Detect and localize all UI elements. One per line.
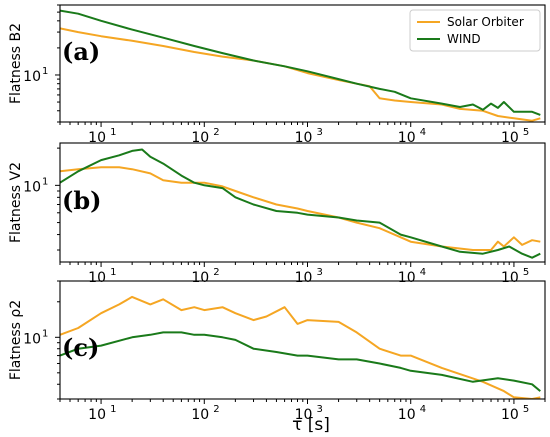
y-tick-label-exponent: 1 — [42, 176, 48, 187]
y-tick-label-exponent: 1 — [42, 328, 48, 339]
x-tick-label-exponent: 5 — [523, 127, 529, 138]
x-tick-label: 10 — [88, 130, 106, 146]
series-line-solar-orbiter — [60, 295, 541, 399]
panel-label: (a) — [62, 37, 100, 66]
legend-box — [409, 9, 541, 52]
x-tick-label-exponent: 2 — [213, 267, 219, 278]
y-tick-label: 10 — [23, 179, 41, 195]
x-tick-label: 10 — [501, 130, 519, 146]
x-tick-label: 10 — [398, 407, 416, 423]
y-axis-label: Flatness V2 — [8, 162, 24, 243]
x-tick-label-exponent: 2 — [213, 404, 219, 415]
x-tick-label: 10 — [191, 130, 209, 146]
x-tick-label: 10 — [88, 270, 106, 286]
x-tick-label-exponent: 4 — [420, 127, 426, 138]
x-tick-label-exponent: 1 — [110, 267, 116, 278]
x-tick-label-exponent: 4 — [420, 267, 426, 278]
series-line-wind — [60, 148, 541, 259]
series-line-solar-orbiter — [60, 166, 541, 251]
x-tick-label: 10 — [191, 270, 209, 286]
y-axis-label: Flatness ρ2 — [8, 300, 24, 380]
y-tick-label: 10 — [23, 331, 41, 347]
y-tick-label: 10 — [23, 69, 41, 85]
panel-label: (b) — [62, 186, 102, 215]
y-axis-label: Flatness B2 — [8, 23, 24, 104]
x-tick-label-exponent: 1 — [110, 127, 116, 138]
x-tick-label-exponent: 3 — [317, 404, 323, 415]
x-tick-label: 10 — [398, 270, 416, 286]
x-tick-label: 10 — [295, 407, 313, 423]
x-tick-label-exponent: 3 — [317, 127, 323, 138]
legend: Solar Orbiter WIND — [409, 9, 541, 52]
panel-label: (c) — [62, 333, 99, 362]
x-tick-label: 10 — [501, 270, 519, 286]
x-tick-label-exponent: 5 — [523, 404, 529, 415]
axes-frame — [59, 142, 546, 263]
x-tick-label: 10 — [191, 407, 209, 423]
x-tick-label-exponent: 2 — [213, 127, 219, 138]
x-tick-label: 10 — [295, 270, 313, 286]
legend-entry: WIND — [447, 32, 481, 46]
x-axis-label: τ [s] — [292, 415, 330, 435]
x-tick-label: 10 — [501, 407, 519, 423]
series-line-wind — [60, 331, 541, 392]
x-tick-label-exponent: 5 — [523, 267, 529, 278]
legend-entry: Solar Orbiter — [447, 15, 524, 29]
x-tick-label-exponent: 4 — [420, 404, 426, 415]
series-line-wind — [60, 9, 541, 116]
x-tick-label: 10 — [88, 407, 106, 423]
y-tick-label-exponent: 1 — [42, 66, 48, 77]
x-tick-label-exponent: 1 — [110, 404, 116, 415]
x-tick-label-exponent: 3 — [317, 267, 323, 278]
x-tick-label: 10 — [398, 130, 416, 146]
x-tick-label: 10 — [295, 130, 313, 146]
